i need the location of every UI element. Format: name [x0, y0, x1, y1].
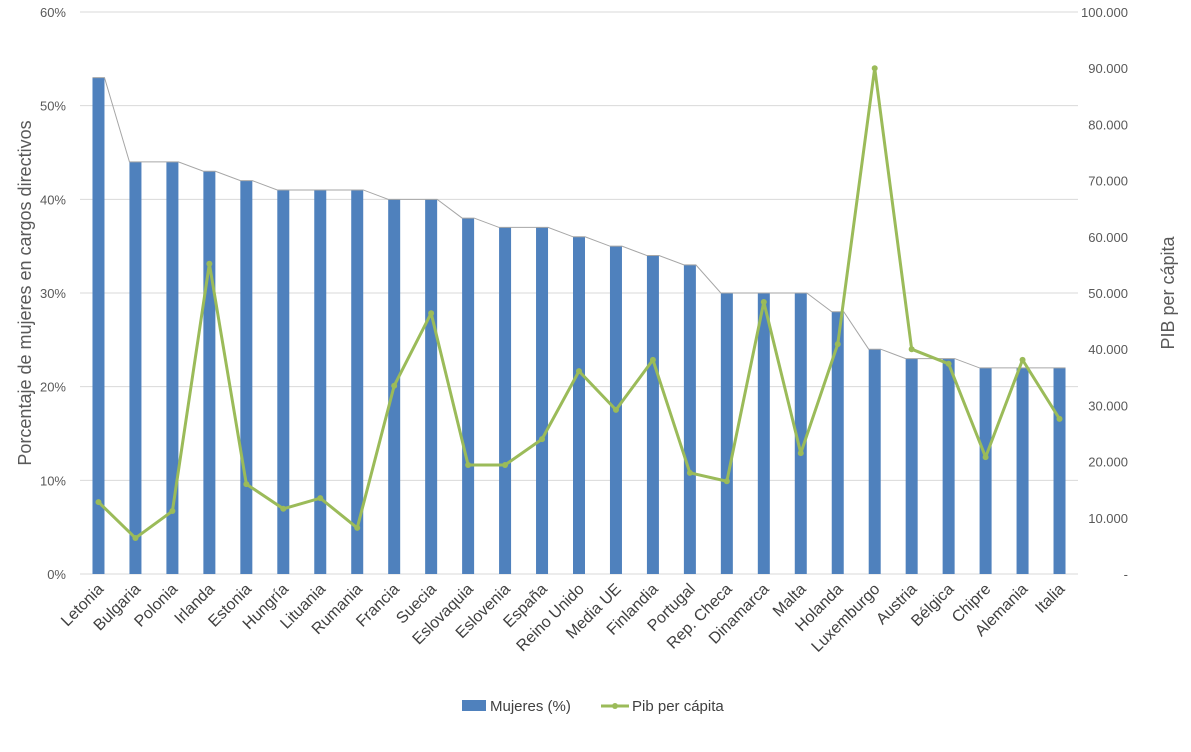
y-axis-ticks: 0% 10% 20% 30% 40% 50% 60% — [40, 5, 66, 582]
gdp-point — [317, 495, 324, 502]
gdp-point — [982, 454, 989, 461]
gdp-point — [649, 356, 656, 363]
bar — [720, 293, 733, 574]
y2-axis-ticks: - 10.000 20.000 30.000 40.000 50.000 60.000 70.… — [1081, 5, 1128, 582]
legend-label-bar: Mujeres (%) — [490, 698, 571, 715]
bar — [499, 227, 512, 574]
gdp-point — [797, 450, 804, 457]
y-tick-label: 20% — [40, 380, 66, 395]
gdp-point — [132, 535, 139, 542]
y-tick-label: 50% — [40, 99, 66, 114]
bar — [905, 358, 918, 574]
gdp-point — [612, 406, 619, 413]
bar — [462, 218, 475, 575]
bar — [166, 161, 179, 574]
bar — [831, 311, 844, 574]
y2-tick-label: 10.000 — [1088, 511, 1128, 526]
gdp-point — [1019, 356, 1026, 363]
y-tick-label: 0% — [47, 567, 66, 582]
bar — [92, 77, 105, 575]
bar-trend-line — [92, 77, 1066, 369]
gdp-point — [945, 360, 952, 367]
trend-polyline — [92, 77, 1066, 369]
gdp-point — [169, 508, 176, 515]
bar — [1016, 367, 1029, 574]
gdp-point — [280, 505, 287, 512]
y2-tick-label: - — [1124, 567, 1128, 582]
gdp-point — [502, 461, 509, 468]
bar — [942, 358, 955, 574]
gdp-point — [95, 499, 102, 506]
gdp-point — [871, 65, 878, 72]
y-tick-label: 30% — [40, 286, 66, 301]
bar — [351, 189, 364, 574]
bar — [277, 189, 290, 574]
y2-axis-title: PIB per cápita — [1158, 235, 1178, 349]
y-tick-label: 60% — [40, 5, 66, 20]
y-axis-title: Porcentaje de mujeres en cargos directiv… — [15, 120, 35, 465]
gdp-line — [95, 65, 1063, 542]
y2-tick-label: 70.000 — [1088, 174, 1128, 189]
gdp-point — [206, 260, 213, 267]
x-tick-label: Italia — [1032, 581, 1068, 617]
gdp-point — [723, 478, 730, 485]
gdp-point — [760, 298, 767, 305]
gdp-point — [539, 436, 546, 443]
gdp-point — [243, 481, 250, 488]
gdp-point — [465, 461, 472, 468]
bar — [979, 367, 992, 574]
y2-tick-label: 90.000 — [1088, 61, 1128, 76]
bar — [425, 199, 438, 575]
bar — [314, 189, 327, 574]
bar — [646, 255, 659, 575]
gdp-point — [1056, 415, 1063, 422]
gdp-point — [428, 310, 435, 317]
bar — [240, 180, 253, 574]
y2-tick-label: 60.000 — [1088, 230, 1128, 245]
legend-swatch-marker — [612, 703, 618, 709]
y2-tick-label: 30.000 — [1088, 398, 1128, 413]
gdp-point — [908, 346, 915, 353]
bar — [757, 293, 770, 574]
gdp-point — [834, 341, 841, 348]
bar — [129, 161, 142, 574]
y2-tick-label: 100.000 — [1081, 5, 1128, 20]
gdp-point — [354, 524, 361, 531]
legend-label-line: Pib per cápita — [632, 698, 724, 715]
y-tick-label: 40% — [40, 192, 66, 207]
bar — [1053, 367, 1066, 574]
y2-tick-label: 80.000 — [1088, 117, 1128, 132]
bars — [92, 77, 1066, 575]
gdp-point — [391, 382, 398, 389]
y2-tick-label: 40.000 — [1088, 342, 1128, 357]
legend: Mujeres (%) Pib per cápita — [462, 698, 724, 715]
y2-tick-label: 50.000 — [1088, 286, 1128, 301]
bar — [794, 293, 807, 574]
bar — [536, 227, 549, 574]
x-axis-labels: LetoniaBulgariaPoloniaIrlandaEstoniaHung… — [58, 581, 1068, 656]
y2-tick-label: 20.000 — [1088, 455, 1128, 470]
y-tick-label: 10% — [40, 473, 66, 488]
gdp-point — [576, 368, 582, 375]
gdp-point — [686, 469, 693, 476]
bar — [683, 264, 696, 574]
bar — [573, 236, 585, 575]
bar — [868, 349, 881, 574]
legend-swatch-bar — [462, 700, 486, 711]
bar — [203, 171, 216, 574]
